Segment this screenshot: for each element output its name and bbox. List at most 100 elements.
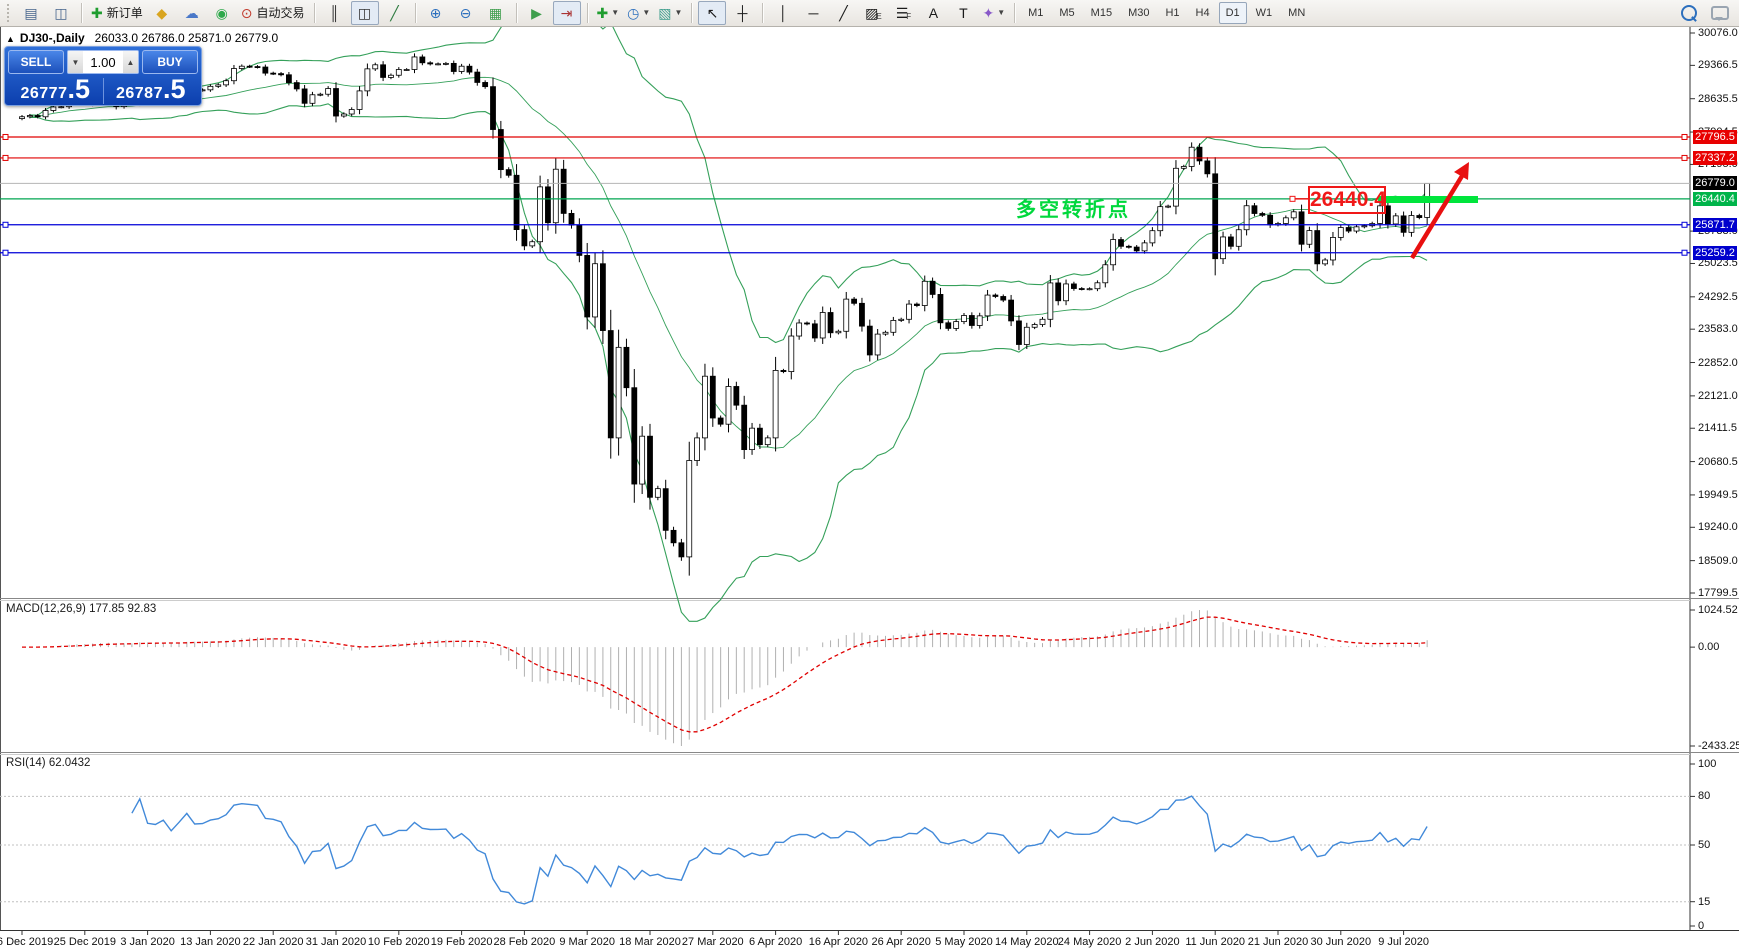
search-icon[interactable] — [1681, 5, 1697, 21]
volume-up-button[interactable]: ▲ — [123, 51, 138, 73]
sell-button[interactable]: SELL — [8, 50, 64, 74]
candles — [19, 53, 1431, 576]
new-order-button-label: 新订单 — [106, 6, 143, 20]
periods-icon-dropdown[interactable]: ▼ — [642, 8, 651, 17]
timeframe-m30[interactable]: M30 — [1128, 7, 1150, 19]
market-watch-icon[interactable]: ◫ — [47, 1, 75, 25]
hline-endpoint — [2, 221, 9, 228]
x-tick-label: 21 Jun 2020 — [1247, 936, 1309, 948]
timeframe-m1[interactable]: M1 — [1028, 7, 1044, 19]
shapes-tool-icon[interactable]: ✦ ▼ — [979, 1, 1008, 25]
new-order-button[interactable]: ✚ 新订单 — [88, 1, 146, 25]
hline-tool-icon[interactable]: ─ — [799, 1, 827, 25]
price-tag-25871.7: 25871.7 — [1693, 217, 1737, 232]
cursor-icon[interactable]: ↖ — [698, 1, 727, 25]
bb-upper — [29, 0, 1428, 344]
x-tick-label: 13 Jan 2020 — [180, 936, 241, 948]
y-tick-label: 19949.5 — [1698, 488, 1738, 501]
chart-shift-icon[interactable]: ⇥ — [552, 1, 581, 25]
zoom-in-icon[interactable]: ⊕ — [422, 1, 450, 25]
x-tick-label: 28 Feb 2020 — [493, 936, 556, 948]
macd-histogram — [29, 610, 1428, 746]
toolbar-grip[interactable] — [7, 4, 13, 22]
candlestick-chart-icon[interactable]: ◫ — [350, 1, 379, 25]
indicators-icon-dropdown[interactable]: ▼ — [611, 8, 620, 17]
profile-icon: ▤ — [24, 5, 38, 21]
zoom-in-icon: ⊕ — [429, 5, 442, 21]
hline-endpoint — [1681, 133, 1688, 140]
profile-icon[interactable]: ▤ — [17, 1, 45, 25]
rsi-label: RSI(14) 62.0432 — [6, 757, 91, 769]
rsi-tick-label: 100 — [1698, 758, 1717, 770]
line-chart-icon: ╱ — [390, 5, 399, 21]
periods-icon: ◷ — [627, 5, 640, 21]
toolbar-separator — [414, 3, 416, 23]
wand-icon[interactable]: ◆ — [148, 1, 176, 25]
macd-min-label: -2433.25 — [1698, 740, 1739, 752]
timeframe-m15[interactable]: M15 — [1090, 7, 1113, 19]
trendline-tool-icon[interactable]: ╱ — [829, 1, 857, 25]
x-tick-label: 26 Apr 2020 — [871, 936, 931, 948]
crosshair-icon: ┼ — [737, 5, 748, 21]
terminal-icon[interactable]: ☁ — [178, 1, 206, 25]
autotrading-button-label: 自动交易 — [256, 6, 305, 20]
channel-tool-icon[interactable]: ▨ E — [859, 1, 887, 25]
line-chart-icon[interactable]: ╱ — [381, 1, 409, 25]
timeframe-m5[interactable]: M5 — [1059, 7, 1075, 19]
wand-icon: ◆ — [156, 5, 168, 21]
terminal-icon: ☁ — [184, 5, 199, 21]
volume-stepper: ▼ 1.00 ▲ — [67, 50, 139, 74]
shapes-tool-icon-dropdown[interactable]: ▼ — [997, 8, 1006, 17]
timeframe-h4[interactable]: H4 — [1195, 7, 1210, 19]
rsi-tick-label: 0 — [1698, 920, 1705, 932]
collapse-panel-icon[interactable]: ▲ — [6, 34, 15, 44]
hline-endpoint — [2, 133, 9, 140]
y-tick-label: 21411.5 — [1698, 422, 1737, 435]
up-arrow-shaft — [1410, 174, 1464, 260]
y-tick-label: 19240.0 — [1698, 521, 1738, 534]
y-tick-label: 29366.5 — [1698, 59, 1738, 72]
signal-icon[interactable]: ◉ — [208, 1, 236, 25]
price-tag-27337.2: 27337.2 — [1693, 150, 1737, 165]
periods-icon[interactable]: ◷ ▼ — [624, 1, 653, 25]
price-divider — [102, 78, 104, 104]
vline-tool-icon[interactable]: │ — [769, 1, 797, 25]
price-callout-box[interactable]: 26440.4 — [1308, 186, 1386, 214]
auto-scroll-icon[interactable]: ▶ — [523, 1, 551, 25]
x-tick-label: 3 Jan 2020 — [120, 936, 175, 948]
template-icon[interactable]: ▧ ▼ — [655, 1, 685, 25]
timeframe-d1[interactable]: D1 — [1218, 2, 1247, 24]
timeframe-w1[interactable]: W1 — [1255, 7, 1273, 19]
fibonacci-tool-icon-sub: F — [906, 12, 912, 21]
indicators-icon: ✚ — [596, 5, 609, 21]
zoom-out-icon[interactable]: ⊖ — [452, 1, 480, 25]
x-tick-label: 14 May 2020 — [994, 936, 1059, 948]
chart-ohlc-values: 26033.0 26786.0 25871.0 26779.0 — [94, 31, 279, 45]
buy-price[interactable]: 26787.5 — [104, 76, 199, 106]
tile-windows-icon[interactable]: ▦ — [482, 1, 510, 25]
indicators-icon[interactable]: ✚ ▼ — [594, 1, 623, 25]
timeframe-mn[interactable]: MN — [1288, 7, 1306, 19]
macd-label: MACD(12,26,9) 177.85 92.83 — [6, 603, 157, 615]
fibonacci-tool-icon[interactable]: ☰ F — [889, 1, 917, 25]
bar-chart-icon[interactable]: ║ — [321, 1, 349, 25]
timeframe-h1[interactable]: H1 — [1165, 7, 1180, 19]
autotrading-button[interactable]: ⊙ 自动交易 — [238, 1, 308, 25]
sell-price[interactable]: 26777.5 — [8, 76, 103, 106]
chat-icon[interactable] — [1711, 6, 1729, 21]
y-tick-label: 20680.5 — [1698, 455, 1738, 468]
label-tool-icon[interactable]: T — [949, 1, 977, 25]
chart-header: ▲ DJ30-,Daily 26033.0 26786.0 25871.0 2677… — [6, 31, 278, 45]
crosshair-icon[interactable]: ┼ — [728, 1, 756, 25]
volume-down-button[interactable]: ▼ — [68, 51, 83, 73]
text-tool-icon[interactable]: A — [919, 1, 947, 25]
buy-button[interactable]: BUY — [142, 50, 198, 74]
x-tick-label: 16 Apr 2020 — [808, 936, 869, 948]
label-tool-icon: T — [959, 5, 968, 21]
turning-point-annotation[interactable]: 多空转折点 — [1016, 199, 1131, 221]
x-tick-label: 11 Jun 2020 — [1185, 936, 1246, 948]
callout-anchor — [1289, 195, 1296, 202]
volume-input[interactable]: 1.00 — [90, 54, 116, 70]
template-icon-dropdown[interactable]: ▼ — [674, 8, 683, 17]
